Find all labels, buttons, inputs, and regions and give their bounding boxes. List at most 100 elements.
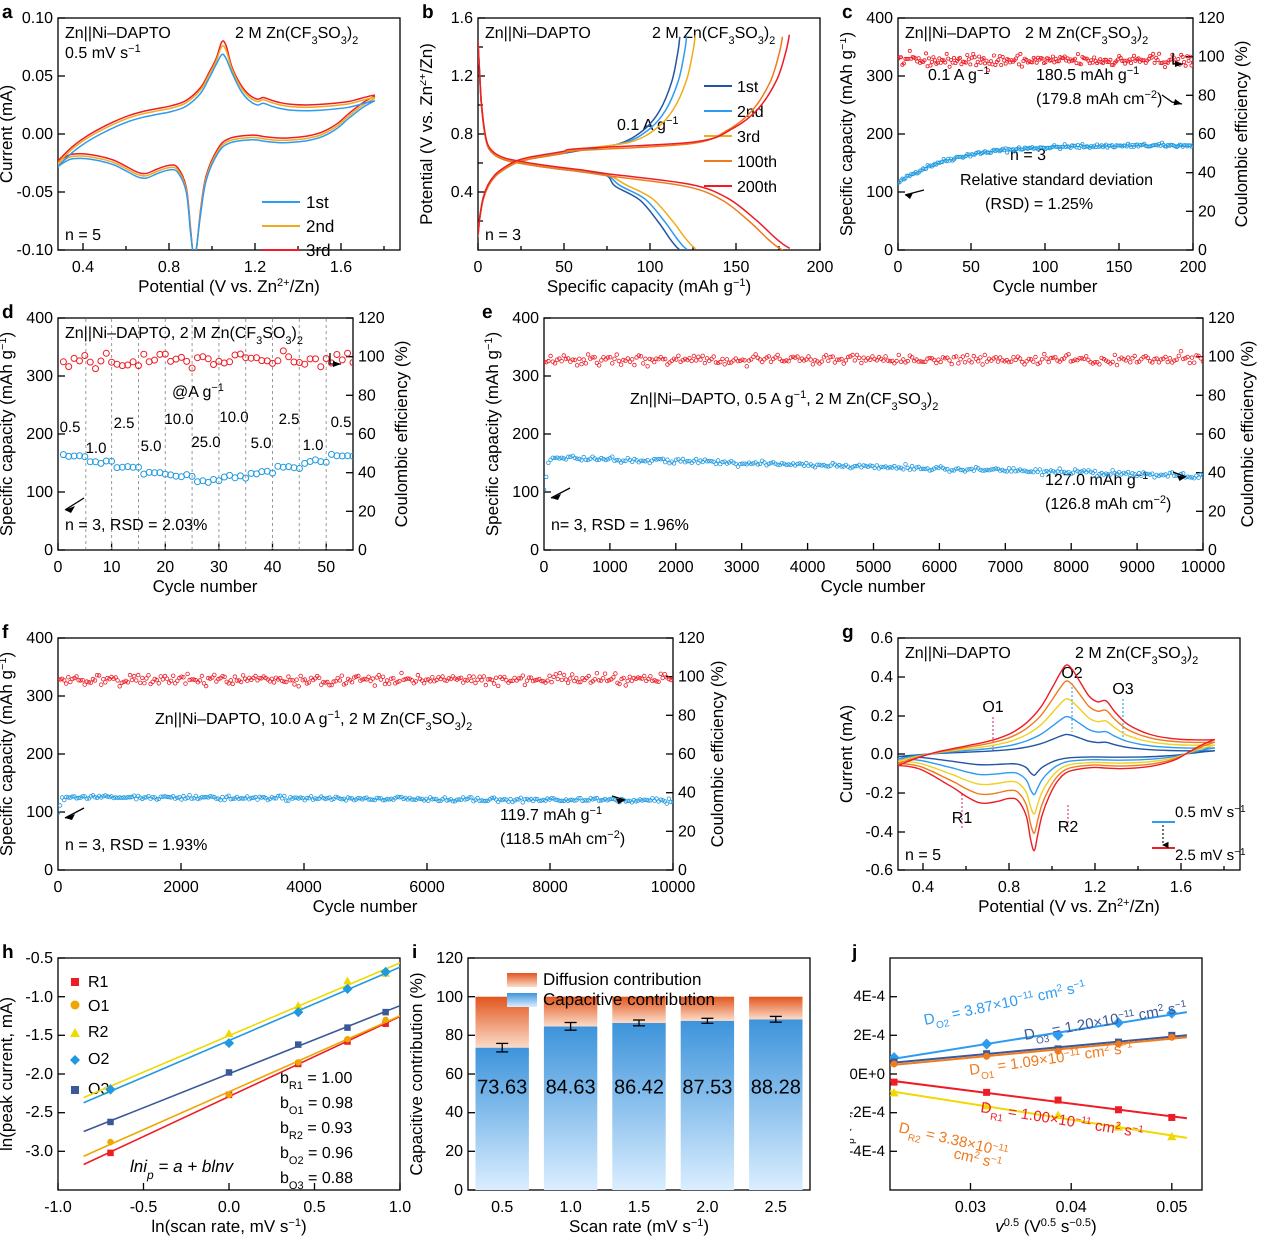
svg-text:86.42: 86.42 — [614, 1076, 664, 1098]
svg-text:bO3 = 0.88: bO3 = 0.88 — [280, 1170, 353, 1192]
svg-text:8000: 8000 — [532, 879, 568, 896]
svg-text:0.8: 0.8 — [451, 126, 473, 143]
svg-text:0: 0 — [894, 259, 903, 276]
svg-text:0.5: 0.5 — [303, 1199, 325, 1216]
svg-text:n = 3: n = 3 — [485, 227, 521, 244]
svg-text:50: 50 — [317, 559, 335, 576]
svg-text:0.00: 0.00 — [22, 126, 53, 143]
svg-text:200: 200 — [26, 426, 53, 443]
svg-text:10000: 10000 — [651, 879, 696, 896]
svg-text:n = 5: n = 5 — [905, 847, 941, 864]
svg-text:DO1 = 1.09×10−11 cm2 s−1: DO1 = 1.09×10−11 cm2 s−1 — [968, 1039, 1135, 1084]
svg-text:Diffusion contribution: Diffusion contribution — [543, 970, 701, 989]
svg-text:1.2: 1.2 — [244, 259, 266, 276]
svg-text:1st: 1st — [737, 79, 759, 96]
svg-text:DR1 = 1.00×10−11 cm2 s−1: DR1 = 1.00×10−11 cm2 s−1 — [979, 1099, 1145, 1147]
svg-text:80: 80 — [1198, 87, 1216, 104]
svg-text:180.5 mAh g−1: 180.5 mAh g−1 — [1036, 65, 1139, 84]
svg-text:120: 120 — [358, 310, 385, 327]
svg-text:80: 80 — [678, 707, 696, 724]
svg-text:Cycle number: Cycle number — [153, 577, 258, 596]
svg-text:60: 60 — [1208, 426, 1226, 443]
svg-text:400: 400 — [26, 630, 53, 647]
svg-text:@A g−1: @A g−1 — [172, 382, 224, 401]
svg-text:bR1 = 1.00: bR1 = 1.00 — [280, 1070, 352, 1092]
svg-text:150: 150 — [1106, 259, 1133, 276]
svg-text:0.8: 0.8 — [998, 879, 1020, 896]
svg-text:0.4: 0.4 — [451, 184, 473, 201]
svg-text:0.2: 0.2 — [871, 708, 893, 725]
svg-text:100th: 100th — [737, 154, 777, 171]
svg-text:-1.5: -1.5 — [25, 1027, 53, 1044]
svg-text:2E-4: 2E-4 — [853, 1027, 885, 1044]
svg-text:-2.0: -2.0 — [25, 1066, 53, 1083]
svg-text:40: 40 — [678, 785, 696, 802]
svg-text:50: 50 — [962, 259, 980, 276]
svg-text:(179.8 mAh cm−2): (179.8 mAh cm−2) — [1036, 89, 1162, 108]
svg-text:10.0: 10.0 — [219, 409, 248, 426]
svg-text:0: 0 — [474, 259, 483, 276]
svg-text:-1.0: -1.0 — [44, 1199, 72, 1216]
svg-text:O3: O3 — [1112, 681, 1133, 698]
svg-text:0.05: 0.05 — [22, 68, 53, 85]
svg-text:0: 0 — [54, 559, 63, 576]
svg-text:60: 60 — [358, 426, 376, 443]
svg-text:bO1 = 0.98: bO1 = 0.98 — [280, 1095, 353, 1117]
svg-text:40: 40 — [1198, 165, 1216, 182]
svg-text:0.10: 0.10 — [22, 10, 53, 27]
svg-text:2000: 2000 — [163, 879, 199, 896]
svg-text:n = 3, RSD = 2.03%: n = 3, RSD = 2.03% — [65, 517, 207, 534]
svg-text:e: e — [482, 302, 493, 323]
svg-text:1.2: 1.2 — [1084, 879, 1106, 896]
svg-text:bO2 = 0.96: bO2 = 0.96 — [280, 1145, 353, 1167]
svg-text:0: 0 — [454, 1182, 463, 1199]
svg-text:0.5: 0.5 — [491, 1199, 513, 1216]
svg-text:10: 10 — [103, 559, 121, 576]
svg-text:0.4: 0.4 — [871, 669, 893, 686]
svg-text:300: 300 — [866, 68, 893, 85]
svg-text:0.4: 0.4 — [912, 879, 934, 896]
svg-text:100: 100 — [866, 184, 893, 201]
svg-text:R1: R1 — [88, 974, 109, 991]
svg-text:25.0: 25.0 — [191, 434, 220, 451]
svg-text:n = 5: n = 5 — [65, 227, 101, 244]
svg-text:Zn||Ni–DAPTO: Zn||Ni–DAPTO — [485, 25, 591, 42]
svg-text:60: 60 — [1198, 126, 1216, 143]
svg-text:60: 60 — [445, 1066, 463, 1083]
svg-text:-2.5: -2.5 — [25, 1104, 53, 1121]
svg-text:(126.8 mAh cm−2): (126.8 mAh cm−2) — [1045, 494, 1171, 513]
svg-text:5000: 5000 — [856, 559, 892, 576]
svg-text:Zn||Ni–DAPTO: Zn||Ni–DAPTO — [905, 645, 1011, 662]
svg-text:R2: R2 — [88, 1024, 109, 1041]
svg-text:1.0: 1.0 — [559, 1199, 581, 1216]
svg-text:O2: O2 — [88, 1051, 109, 1068]
svg-text:a: a — [2, 2, 13, 23]
svg-text:200th: 200th — [737, 179, 777, 196]
svg-text:i: i — [412, 942, 417, 963]
svg-text:0: 0 — [44, 862, 53, 879]
svg-text:-0.10: -0.10 — [17, 242, 54, 259]
svg-text:1.5: 1.5 — [628, 1199, 650, 1216]
svg-text:Cycle number: Cycle number — [993, 277, 1098, 296]
svg-text:100: 100 — [436, 989, 463, 1006]
svg-text:1000: 1000 — [592, 559, 628, 576]
svg-text:84.63: 84.63 — [546, 1076, 596, 1098]
svg-text:100: 100 — [1032, 259, 1059, 276]
svg-text:c: c — [842, 2, 853, 23]
svg-text:0: 0 — [54, 879, 63, 896]
svg-text:0.04: 0.04 — [1056, 1199, 1087, 1216]
svg-text:0E+0: 0E+0 — [850, 1066, 885, 1083]
svg-text:200: 200 — [866, 126, 893, 143]
svg-text:1.6: 1.6 — [451, 10, 473, 27]
svg-text:ln(scan rate, mV s−1): ln(scan rate, mV s−1) — [151, 1217, 306, 1236]
svg-text:40: 40 — [445, 1104, 463, 1121]
svg-text:7000: 7000 — [988, 559, 1024, 576]
svg-text:20: 20 — [678, 823, 696, 840]
svg-text:DO3 = 1.20×10−11 cm2 s−1: DO3 = 1.20×10−11 cm2 s−1 — [1023, 998, 1190, 1048]
svg-text:30: 30 — [210, 559, 228, 576]
svg-text:10000: 10000 — [1181, 559, 1226, 576]
svg-text:8000: 8000 — [1053, 559, 1089, 576]
svg-text:50: 50 — [555, 259, 573, 276]
svg-text:Current (mA): Current (mA) — [840, 705, 856, 803]
svg-text:-3.0: -3.0 — [25, 1143, 53, 1160]
